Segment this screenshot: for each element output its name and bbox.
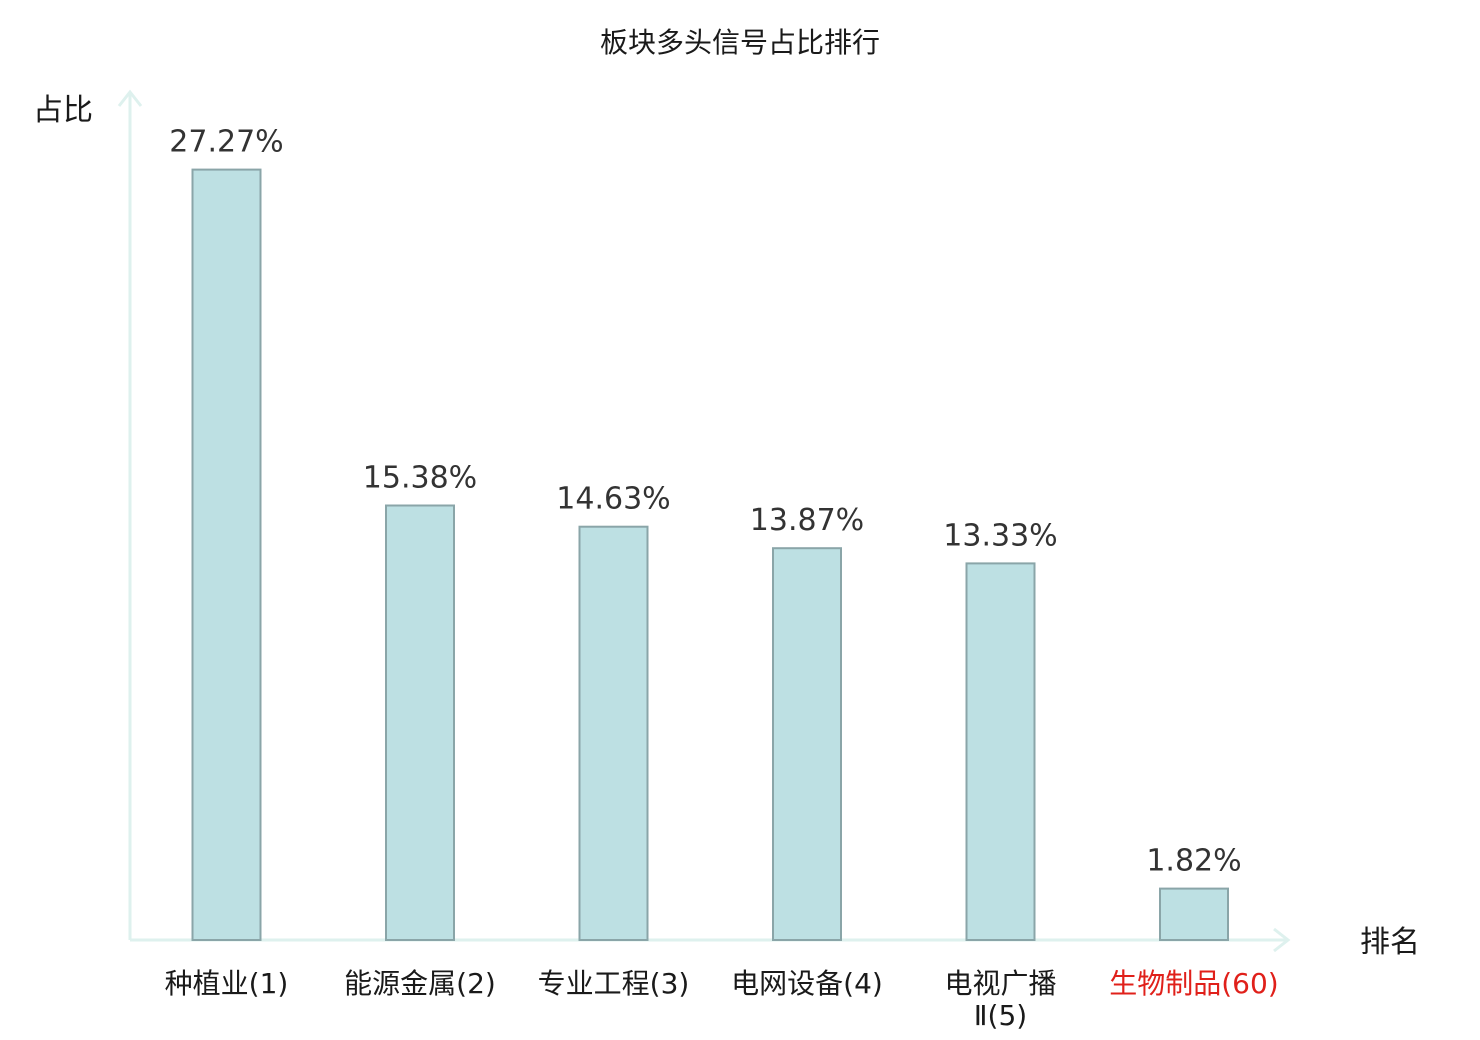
bar-3 <box>578 525 649 941</box>
x-axis-label: 排名 <box>1360 925 1420 960</box>
value-label-1: 27.27% <box>169 125 283 160</box>
value-label-4: 13.87% <box>750 503 864 538</box>
category-label-6: 生物制品(60) <box>1109 967 1278 1000</box>
category-label-4: 电网设备(4) <box>731 967 883 1000</box>
category-label-3: 专业工程(3) <box>538 967 690 1000</box>
bar-6 <box>1159 887 1229 941</box>
bar-4 <box>772 547 842 941</box>
bars-group <box>191 168 1229 942</box>
bar-2 <box>385 504 455 941</box>
category-label-1: 种植业(1) <box>165 967 289 1000</box>
value-label-5: 13.33% <box>943 518 1057 553</box>
bar-5 <box>965 562 1036 942</box>
bar-1 <box>191 168 262 942</box>
value-label-3: 14.63% <box>556 482 670 517</box>
y-axis-label: 占比 <box>33 93 93 128</box>
x-axis <box>130 927 1291 953</box>
category-label-5-line-2: Ⅱ(5) <box>974 999 1027 1032</box>
category-label-5-line-1: 电视广播 <box>944 967 1056 1000</box>
y-axis <box>117 89 143 940</box>
value-labels-group: 27.27% 15.38% 14.63% 13.87% 13.33% 1.82% <box>169 125 1241 879</box>
chart-title: 板块多头信号占比排行 <box>600 26 880 59</box>
value-label-6: 1.82% <box>1146 844 1241 879</box>
value-label-2: 15.38% <box>363 461 477 496</box>
category-label-2: 能源金属(2) <box>344 967 496 1000</box>
